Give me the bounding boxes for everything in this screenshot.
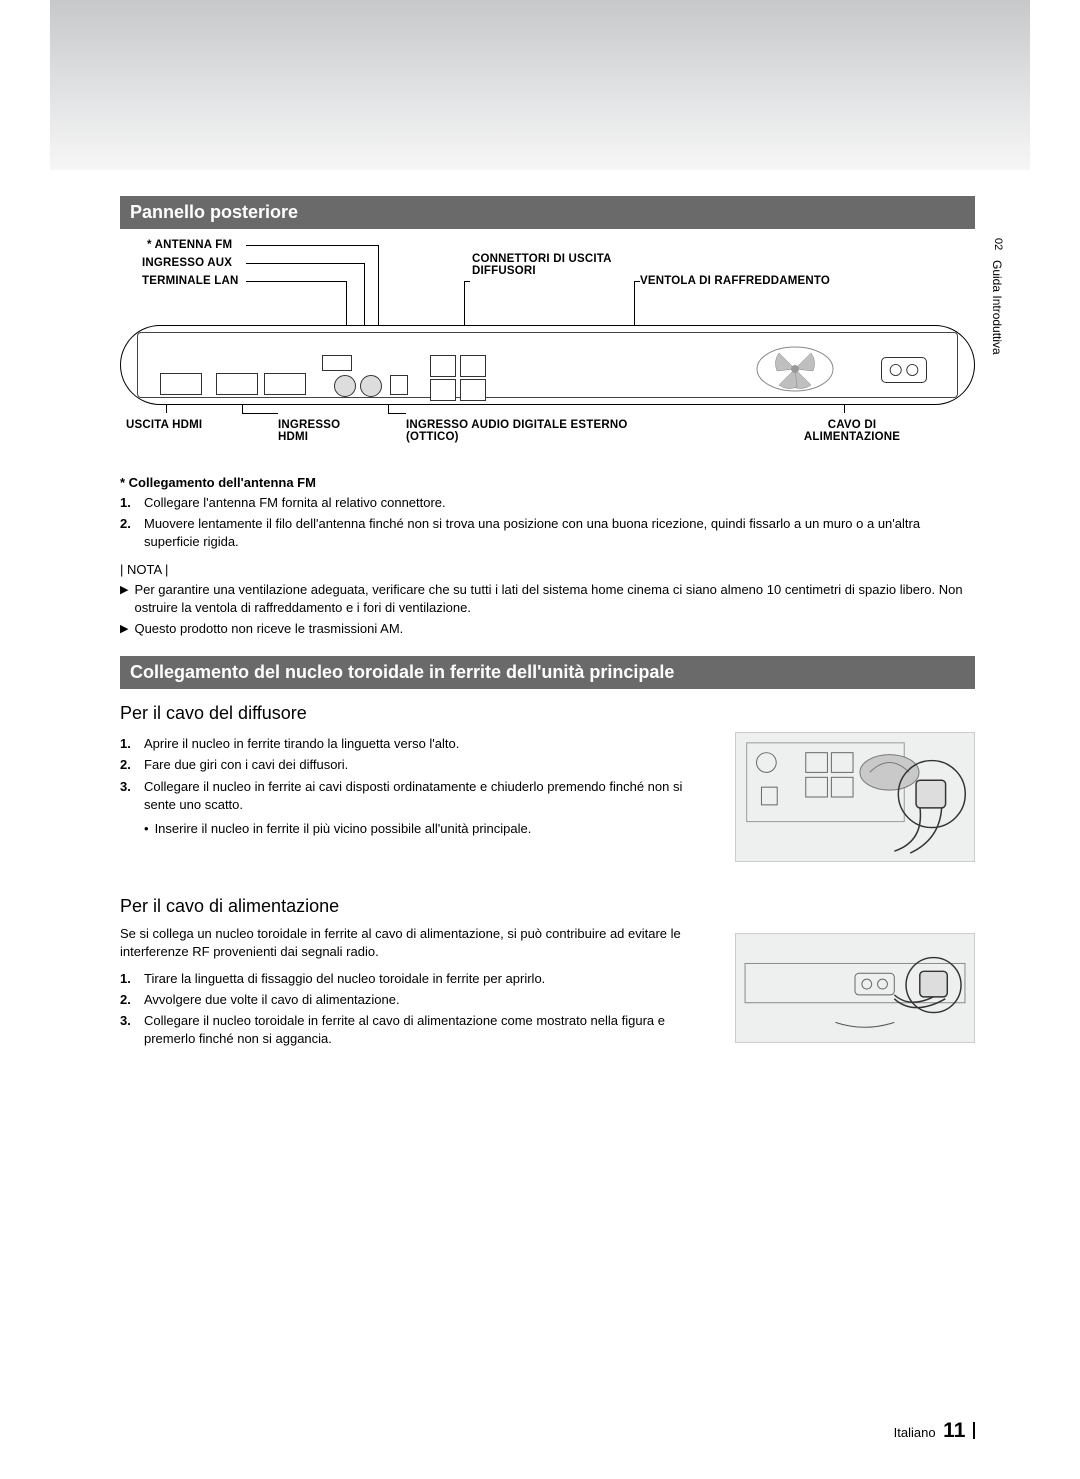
lan-port (322, 355, 352, 371)
power-port (881, 357, 927, 383)
hdmi-in-2-port (264, 373, 306, 395)
power-step-3: Collegare il nucleo toroidale in ferrite… (144, 1012, 717, 1048)
speaker-port-1 (430, 355, 456, 377)
label-speaker-connectors: CONNETTORI DI USCITA DIFFUSORI (472, 253, 642, 277)
hdmi-in-1-port (216, 373, 258, 395)
power-step-2: Avvolgere due volte il cavo di alimentaz… (144, 991, 400, 1009)
speaker-port-4 (460, 379, 486, 401)
label-antenna-fm: * ANTENNA FM (147, 239, 232, 251)
label-power-cable: CAVO DI ALIMENTAZIONE (792, 419, 912, 443)
speaker-sub: Inserire il nucleo in ferrite il più vic… (155, 820, 532, 838)
label-hdmi-out: USCITA HDMI (126, 419, 202, 431)
fm-step-1: Collegare l'antenna FM fornita al relati… (144, 494, 446, 512)
nota-label: | NOTA | (120, 562, 975, 577)
label-hdmi-in: INGRESSO HDMI (278, 419, 358, 443)
speaker-ferrite-figure (735, 732, 975, 862)
power-ferrite-figure (735, 933, 975, 1043)
speaker-steps: 1.Aprire il nucleo in ferrite tirando la… (120, 735, 717, 814)
page-footer: Italiano 11 (0, 1419, 975, 1443)
nota-1: Per garantire una ventilazione adeguata,… (134, 581, 975, 617)
section-heading-ferrite: Collegamento del nucleo toroidale in fer… (120, 656, 975, 689)
speaker-port-2 (460, 355, 486, 377)
fm-antenna-list: 1.Collegare l'antenna FM fornita al rela… (120, 494, 975, 552)
optical-port (390, 375, 408, 395)
label-cooling-fan: VENTOLA DI RAFFREDDAMENTO (640, 275, 830, 287)
footer-page-number: 11 (943, 1419, 965, 1442)
hdmi-out-port (160, 373, 202, 395)
footer-language: Italiano (894, 1425, 936, 1440)
rear-panel-diagram: * ANTENNA FM INGRESSO AUX TERMINALE LAN … (120, 239, 975, 469)
cooling-fan-icon (753, 345, 837, 393)
power-steps: 1.Tirare la linguetta di fissaggio del n… (120, 970, 717, 1049)
speaker-step-1: Aprire il nucleo in ferrite tirando la l… (144, 735, 459, 753)
section-number: 02 (992, 238, 1004, 250)
nota-list: ▶Per garantire una ventilazione adeguata… (120, 581, 975, 639)
fm-antenna-title: * Collegamento dell'antenna FM (120, 475, 975, 490)
power-step-1: Tirare la linguetta di fissaggio del nuc… (144, 970, 545, 988)
section-title: Guida Introduttiva (990, 260, 1004, 355)
power-intro: Se si collega un nucleo toroidale in fer… (120, 925, 717, 961)
section-heading-panel: Pannello posteriore (120, 196, 975, 229)
aux-port (334, 375, 356, 397)
device-outline (120, 325, 975, 405)
fm-port (360, 375, 382, 397)
subheading-power: Per il cavo di alimentazione (120, 896, 975, 917)
speaker-step-2: Fare due giri con i cavi dei diffusori. (144, 756, 348, 774)
label-optical-in: INGRESSO AUDIO DIGITALE ESTERNO (OTTICO) (406, 419, 676, 443)
speaker-port-3 (430, 379, 456, 401)
label-lan: TERMINALE LAN (142, 275, 239, 287)
header-gradient (50, 0, 1030, 170)
speaker-step-3: Collegare il nucleo in ferrite ai cavi d… (144, 778, 717, 814)
label-aux-in: INGRESSO AUX (142, 257, 232, 269)
fm-step-2: Muovere lentamente il filo dell'antenna … (144, 515, 975, 551)
subheading-speaker: Per il cavo del diffusore (120, 703, 975, 724)
nota-2: Questo prodotto non riceve le trasmissio… (134, 620, 403, 638)
